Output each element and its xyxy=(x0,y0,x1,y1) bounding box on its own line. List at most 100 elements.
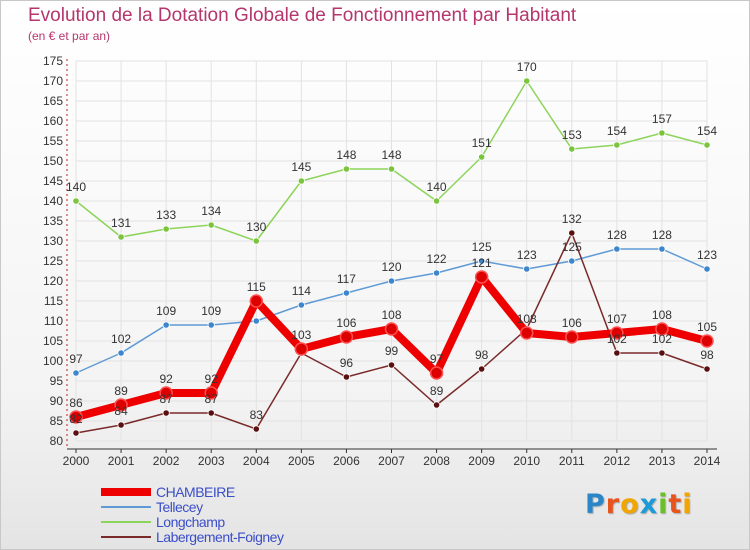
legend-swatch-tellecey xyxy=(101,506,151,508)
data-point-labergement-foigney xyxy=(252,425,260,433)
data-point-chambeire xyxy=(474,270,489,284)
data-label: 106 xyxy=(336,316,356,330)
y-tick-label: 160 xyxy=(43,114,63,128)
data-point-longchamp xyxy=(72,197,80,205)
data-point-longchamp xyxy=(342,165,351,173)
data-label: 122 xyxy=(427,252,447,266)
data-point-longchamp xyxy=(703,141,711,149)
data-point-chambeire xyxy=(429,366,444,380)
data-point-labergement-foigney xyxy=(117,421,125,429)
y-tick-label: 115 xyxy=(44,294,63,308)
data-point-longchamp xyxy=(432,197,441,205)
x-tick-label: 2000 xyxy=(63,454,90,468)
data-point-labergement-foigney xyxy=(162,409,170,417)
data-label: 170 xyxy=(517,60,537,74)
data-label: 154 xyxy=(607,124,627,138)
y-tick-label: 85 xyxy=(50,414,64,428)
x-tick-label: 2014 xyxy=(694,454,721,468)
data-point-tellecey xyxy=(432,269,441,277)
logo-letter: i xyxy=(682,489,693,520)
data-label: 82 xyxy=(69,412,83,426)
data-label: 148 xyxy=(336,148,356,162)
data-label: 125 xyxy=(472,240,492,254)
x-tick-label: 2004 xyxy=(243,454,270,468)
data-label: 123 xyxy=(697,248,717,262)
data-label: 92 xyxy=(205,372,219,386)
data-point-longchamp xyxy=(297,177,305,185)
data-label: 132 xyxy=(562,212,582,226)
data-point-longchamp xyxy=(387,165,396,173)
y-tick-label: 120 xyxy=(43,274,63,288)
data-label: 117 xyxy=(337,272,356,286)
data-label: 109 xyxy=(201,304,221,318)
data-point-tellecey xyxy=(252,317,260,325)
y-tick-label: 170 xyxy=(43,74,63,88)
data-label: 125 xyxy=(562,240,582,254)
x-tick-label: 2005 xyxy=(288,454,315,468)
x-tick-label: 2009 xyxy=(468,454,495,468)
logo-letter: P xyxy=(585,489,606,520)
data-label: 151 xyxy=(472,136,492,150)
y-tick-label: 90 xyxy=(50,394,64,408)
data-point-tellecey xyxy=(613,245,621,253)
logo-letter: r xyxy=(605,489,621,520)
y-tick-label: 140 xyxy=(43,194,63,208)
y-tick-label: 150 xyxy=(43,154,63,168)
data-point-chambeire xyxy=(339,330,354,344)
legend-swatch-longchamp xyxy=(101,521,151,523)
data-label: 87 xyxy=(205,392,219,406)
y-tick-label: 175 xyxy=(43,54,63,68)
data-point-chambeire xyxy=(565,330,579,344)
data-point-labergement-foigney xyxy=(613,349,621,357)
legend-swatch-labergement-foigney xyxy=(101,536,151,538)
data-point-chambeire xyxy=(700,334,714,348)
data-label: 109 xyxy=(156,304,176,318)
logo-letter: i xyxy=(658,489,669,520)
data-point-tellecey xyxy=(478,257,486,265)
data-point-tellecey xyxy=(658,245,666,253)
data-point-labergement-foigney xyxy=(432,401,441,409)
data-point-tellecey xyxy=(387,277,396,285)
x-tick-label: 2012 xyxy=(604,454,631,468)
x-tick-label: 2003 xyxy=(198,454,225,468)
data-label: 102 xyxy=(111,332,131,346)
data-point-chambeire xyxy=(610,326,624,340)
data-point-chambeire xyxy=(384,322,399,336)
data-point-chambeire xyxy=(204,386,218,400)
data-label: 89 xyxy=(430,384,444,398)
data-label: 105 xyxy=(697,320,717,334)
data-label: 115 xyxy=(247,280,266,294)
data-point-labergement-foigney xyxy=(478,365,486,373)
data-label: 97 xyxy=(69,352,83,366)
x-tick-label: 2010 xyxy=(513,454,540,468)
data-label: 107 xyxy=(607,312,627,326)
data-label: 128 xyxy=(652,228,672,242)
data-label: 121 xyxy=(472,256,492,270)
x-tick-label: 2007 xyxy=(378,454,405,468)
data-point-chambeire xyxy=(519,326,534,340)
data-point-longchamp xyxy=(613,141,621,149)
x-tick-label: 2001 xyxy=(108,454,135,468)
data-point-tellecey xyxy=(703,265,711,273)
data-point-chambeire xyxy=(114,398,128,412)
data-point-chambeire xyxy=(249,294,264,308)
proxiti-logo: Proxiti xyxy=(585,489,693,520)
data-point-longchamp xyxy=(478,153,486,161)
y-tick-label: 110 xyxy=(44,314,63,328)
x-tick-label: 2013 xyxy=(649,454,676,468)
data-point-chambeire xyxy=(69,410,83,424)
y-tick-label: 105 xyxy=(43,334,63,348)
data-point-longchamp xyxy=(523,77,531,85)
legend-label-labergement-foigney: Labergement-Foigney xyxy=(156,529,284,545)
logo-letter: t xyxy=(668,489,683,520)
data-point-labergement-foigney xyxy=(342,373,351,381)
data-label: 103 xyxy=(291,328,311,342)
data-point-labergement-foigney xyxy=(207,409,215,417)
data-point-tellecey xyxy=(162,321,170,329)
data-point-tellecey xyxy=(568,257,576,265)
data-label: 108 xyxy=(381,308,401,322)
data-point-longchamp xyxy=(207,221,215,229)
data-label: 120 xyxy=(381,260,401,274)
